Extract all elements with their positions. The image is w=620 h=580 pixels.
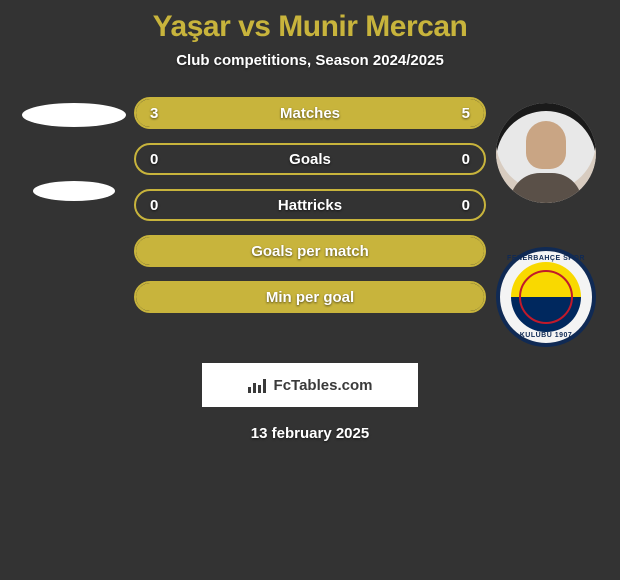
left-player-avatar-placeholder (22, 103, 126, 127)
stat-label: Hattricks (136, 197, 484, 214)
stat-bar: 00Hattricks (134, 189, 486, 221)
date-text: 13 february 2025 (251, 425, 369, 442)
comparison-content: 35Matches 00Goals 00Hattricks Goals per mat… (0, 97, 620, 347)
left-club-badge-placeholder (33, 181, 115, 201)
right-player-avatar (496, 103, 596, 203)
page-subtitle: Club competitions, Season 2024/2025 (176, 52, 444, 69)
stat-label: Goals per match (136, 243, 484, 260)
stat-bar: Min per goal (134, 281, 486, 313)
left-player-column (14, 97, 134, 201)
stat-label: Goals (136, 151, 484, 168)
stat-label: Matches (136, 105, 484, 122)
club-text-top: FENERBAHÇE SPOR (507, 255, 585, 262)
stat-bar: 00Goals (134, 143, 486, 175)
page-title: Yaşar vs Munir Mercan (153, 10, 468, 44)
stat-bar: Goals per match (134, 235, 486, 267)
brand-footer: FcTables.com (202, 363, 418, 407)
stat-label: Min per goal (136, 289, 484, 306)
right-player-column: FENERBAHÇE SPOR KULÜBÜ 1907 (486, 97, 606, 347)
right-club-badge: FENERBAHÇE SPOR KULÜBÜ 1907 (496, 247, 596, 347)
stat-bar: 35Matches (134, 97, 486, 129)
brand-text: FcTables.com (274, 377, 373, 394)
bar-chart-icon (248, 377, 268, 393)
club-text-bottom: KULÜBÜ 1907 (520, 332, 573, 339)
stat-bars-column: 35Matches 00Goals 00Hattricks Goals per mat… (134, 97, 486, 313)
